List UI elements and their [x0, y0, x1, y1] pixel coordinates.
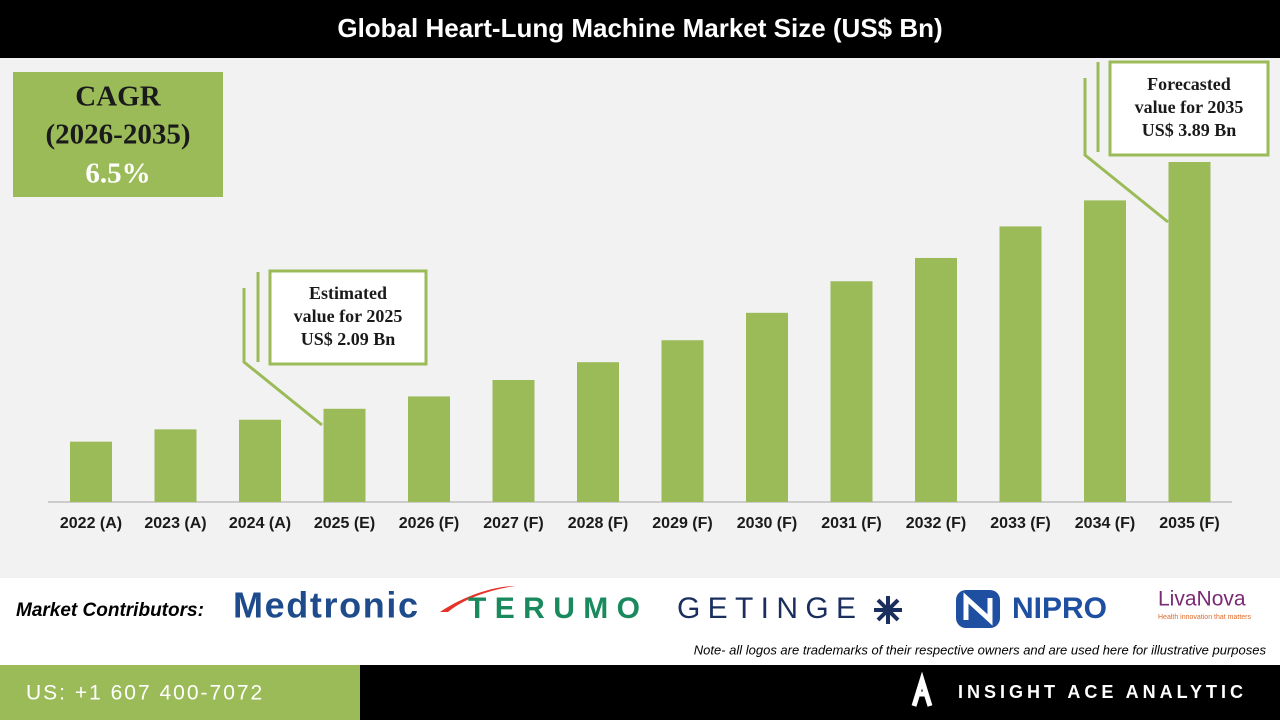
logo-livanova-tagline: Health innovation that matters [1158, 614, 1251, 621]
logo-medtronic: Medtronic [233, 585, 418, 626]
logo-getinge-mark [874, 596, 902, 624]
x-tick-label: 2033 (F) [990, 515, 1050, 532]
bar [830, 281, 873, 502]
x-tick-label: 2024 (A) [229, 515, 291, 532]
logo-getinge: GETINGE [677, 592, 859, 625]
cagr-box [13, 72, 223, 197]
bar [408, 396, 450, 502]
title-bar [0, 0, 1280, 58]
callout-lines [242, 62, 1169, 427]
chart-title: Global Heart-Lung Machine Market Size (U… [337, 13, 942, 43]
callout-text: US$ 3.89 Bn [1142, 120, 1237, 140]
x-tick-label: 2035 (F) [1159, 515, 1219, 532]
logo-swoosh [440, 586, 515, 612]
cagr-period: (2026-2035) [46, 119, 191, 151]
brand-logo [911, 671, 933, 707]
x-tick-label: 2031 (F) [821, 515, 881, 532]
logo-terumo: TERUMO [468, 592, 640, 625]
x-tick-label: 2022 (A) [60, 515, 122, 532]
x-tick-label: 2026 (F) [399, 515, 459, 532]
x-tick-label: 2027 (F) [483, 515, 543, 532]
bar [577, 362, 619, 502]
callout-text: value for 2035 [1135, 97, 1244, 117]
x-tick-label: 2025 (E) [314, 515, 375, 532]
callout-text: US$ 2.09 Bn [301, 329, 396, 349]
footer-left [0, 665, 360, 720]
footer-brand: INSIGHT ACE ANALYTIC [958, 682, 1247, 702]
bar [661, 340, 704, 502]
callout-text: Estimated [309, 283, 387, 303]
logo-livanova: LivaNova [1158, 588, 1246, 611]
cagr-value: 6.5% [85, 158, 150, 190]
bar [323, 408, 366, 502]
bar [154, 429, 197, 502]
x-tick-label: 2030 (F) [737, 515, 797, 532]
callout-box [268, 269, 428, 366]
logo-nipro-n [963, 592, 993, 626]
callout-text: Forecasted [1147, 74, 1231, 94]
contributors-label: Market Contributors: [16, 600, 204, 621]
callout-text: value for 2025 [294, 306, 403, 326]
bar [1168, 162, 1211, 502]
footer-phone: US: +1 607 400-7072 [26, 682, 264, 705]
x-tick-label: 2034 (F) [1075, 515, 1135, 532]
x-tick-label: 2023 (A) [144, 515, 206, 532]
note: Note- all logos are trademarks of their … [694, 642, 1267, 657]
bar [915, 257, 957, 502]
bar [492, 379, 535, 502]
bar [70, 441, 112, 502]
bar [999, 226, 1042, 502]
cagr-label: CAGR [75, 81, 161, 113]
x-tick-label: 2029 (F) [652, 515, 712, 532]
callout-box [1108, 60, 1270, 157]
footer-right [360, 665, 1280, 720]
logo-nipro: NIPRO [1012, 592, 1107, 625]
bar [239, 419, 281, 502]
x-tick-label: 2028 (F) [568, 515, 628, 532]
bar [746, 312, 788, 502]
bar [1084, 200, 1126, 503]
x-tick-label: 2032 (F) [906, 515, 966, 532]
